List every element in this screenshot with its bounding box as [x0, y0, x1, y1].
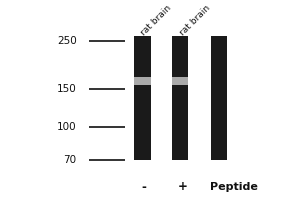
Text: Peptide: Peptide	[210, 182, 258, 192]
Bar	[172, 36, 188, 160]
Text: 250: 250	[57, 36, 76, 46]
Text: 70: 70	[63, 155, 76, 165]
Text: -: -	[142, 180, 146, 194]
Text: rat brain: rat brain	[140, 3, 173, 37]
Text: 150: 150	[57, 84, 76, 94]
Text: 100: 100	[57, 122, 76, 132]
Bar	[211, 36, 227, 160]
Text: rat brain: rat brain	[178, 3, 212, 37]
Bar	[134, 36, 151, 160]
Text: +: +	[178, 180, 188, 194]
Bar	[134, 77, 151, 85]
Bar	[172, 77, 188, 85]
